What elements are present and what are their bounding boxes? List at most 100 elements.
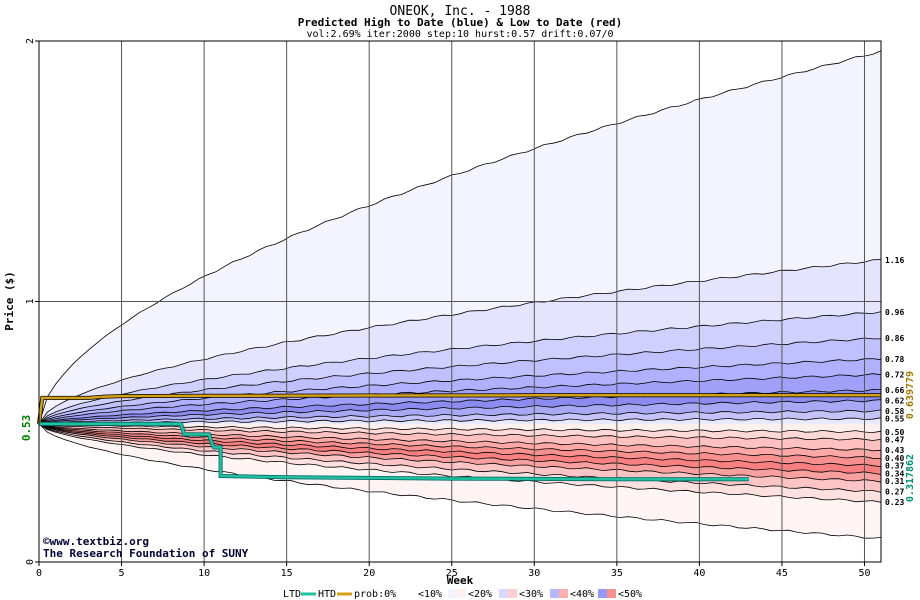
upper-band-3	[39, 338, 881, 424]
chart-subtitle: Predicted High to Date (blue) & Low to D…	[298, 16, 623, 29]
y-axis-label: Price ($)	[3, 271, 16, 331]
x-tick-label-20: 20	[363, 568, 375, 579]
end-label-14: 0.37	[885, 462, 904, 471]
end-label-13: 0.40	[885, 454, 904, 463]
grid-lines	[39, 40, 881, 562]
x-tick-label-10: 10	[198, 568, 210, 579]
band-boundary-14	[38, 423, 882, 467]
upper-band-7	[39, 399, 881, 424]
x-tick-label-25: 25	[446, 568, 458, 579]
end-label-1: 1.16	[885, 256, 904, 265]
end-label-5: 0.72	[885, 370, 904, 379]
x-tick-label-50: 50	[858, 568, 870, 579]
chart-title: ONEOK, Inc. - 1988	[390, 4, 531, 19]
upper-band-6	[39, 389, 881, 424]
credit-organization: The Research Foundation of SUNY	[43, 547, 249, 560]
upper-band-4	[39, 358, 881, 424]
legend-prob-label: prob:0%	[354, 589, 396, 600]
lower-band-7	[39, 423, 881, 493]
percentile-end-labels: 1.16 0.96 0.86 0.78 0.72 0.660.62 0.580.55 0.50…	[885, 256, 904, 507]
band-boundary-12	[38, 423, 882, 452]
x-tick-label-15: 15	[281, 568, 293, 579]
end-label-4: 0.78	[885, 355, 904, 364]
start-price-label: 0.53	[20, 415, 33, 442]
lower-band-4	[39, 423, 881, 467]
y-tick-label-1: 1	[25, 298, 36, 304]
upper-band-5	[39, 373, 881, 424]
band-boundary-0	[38, 50, 882, 425]
legend-swatch-0	[396, 589, 414, 598]
end-label-11: 0.47	[885, 436, 904, 445]
band-boundary-4	[38, 358, 882, 425]
x-tick-label-40: 40	[693, 568, 705, 579]
lower-band-2	[39, 423, 881, 451]
band-boundary-16	[38, 423, 882, 483]
high-to-date-value: 0.639779	[905, 371, 916, 419]
legend-swatch-30b	[559, 589, 568, 598]
x-axis-ticks: 0 5 10 15 20 25 30 35 40 45 50	[36, 562, 871, 579]
end-label-17: 0.27	[885, 488, 904, 497]
end-label-3: 0.86	[885, 334, 904, 343]
band-boundary-15	[38, 423, 882, 475]
x-tick-label-30: 30	[528, 568, 540, 579]
band-boundary-8	[38, 409, 882, 425]
end-label-8: 0.58	[885, 407, 904, 416]
legend-p30-label: <30%	[519, 589, 543, 600]
band-boundary-17	[38, 423, 882, 493]
percentile-boundaries	[38, 50, 882, 539]
x-tick-label-35: 35	[611, 568, 623, 579]
lower-band-0	[39, 423, 881, 433]
band-boundary-10	[38, 423, 882, 434]
band-boundary-3	[38, 337, 881, 425]
simulation-parameters: vol:2.69% iter:2000 step:10 hurst:0.57 d…	[306, 29, 613, 40]
band-boundary-11	[38, 423, 882, 441]
end-label-9: 0.55	[885, 415, 904, 424]
legend-htd-label: HTD	[318, 589, 336, 600]
upper-band-2	[39, 311, 881, 424]
legend-swatch-10b	[457, 589, 466, 598]
legend-p40-label: <40%	[570, 589, 594, 600]
htd-path	[37, 394, 881, 425]
band-boundary-13	[38, 423, 882, 459]
y-tick-label-2: 2	[25, 38, 36, 44]
x-tick-label-5: 5	[119, 568, 125, 579]
band-boundary-5	[38, 373, 882, 425]
to-date-paths	[37, 393, 881, 482]
low-to-date-value: 0.317862	[905, 454, 916, 502]
upper-band-1	[39, 259, 881, 424]
legend-p20-label: <20%	[468, 589, 492, 600]
band-boundary-1	[38, 259, 882, 425]
end-label-12: 0.43	[885, 446, 904, 455]
end-label-18: 0.23	[885, 498, 904, 507]
lower-band-5	[39, 423, 881, 475]
legend-swatch-40b	[607, 589, 616, 598]
end-label-6: 0.66	[885, 386, 904, 395]
end-label-2: 0.96	[885, 308, 904, 317]
legend-swatch-40a	[598, 589, 607, 598]
legend-swatch-30a	[550, 589, 559, 598]
band-boundary-2	[38, 311, 882, 425]
legend-p50-label: <50%	[618, 589, 642, 600]
x-axis-label: Week	[447, 574, 474, 587]
lower-band-1	[39, 423, 881, 441]
end-label-16: 0.31	[885, 477, 904, 486]
ltd-path	[39, 422, 749, 481]
legend-ltd-label: LTD	[283, 589, 301, 600]
legend: LTD HTD prob:0% <10% <20% <30% <40% <50%	[283, 589, 642, 600]
legend-p10-label: <10%	[418, 589, 442, 600]
lower-band-9	[39, 423, 881, 539]
end-label-15: 0.34	[885, 469, 904, 478]
upper-band-0	[39, 50, 881, 424]
band-boundary-7	[38, 399, 882, 425]
x-tick-label-45: 45	[776, 568, 788, 579]
lower-band-6	[39, 423, 881, 483]
y-axis-ticks: 0 1 2	[25, 38, 39, 565]
credit-website: ©www.textbiz.org	[43, 535, 149, 548]
legend-swatch-20b	[508, 589, 517, 598]
legend-swatch-20a	[499, 589, 508, 598]
end-label-10: 0.50	[885, 428, 904, 437]
end-label-7: 0.62	[885, 396, 904, 405]
legend-swatch-10a	[448, 589, 457, 598]
x-tick-label-0: 0	[36, 568, 42, 579]
